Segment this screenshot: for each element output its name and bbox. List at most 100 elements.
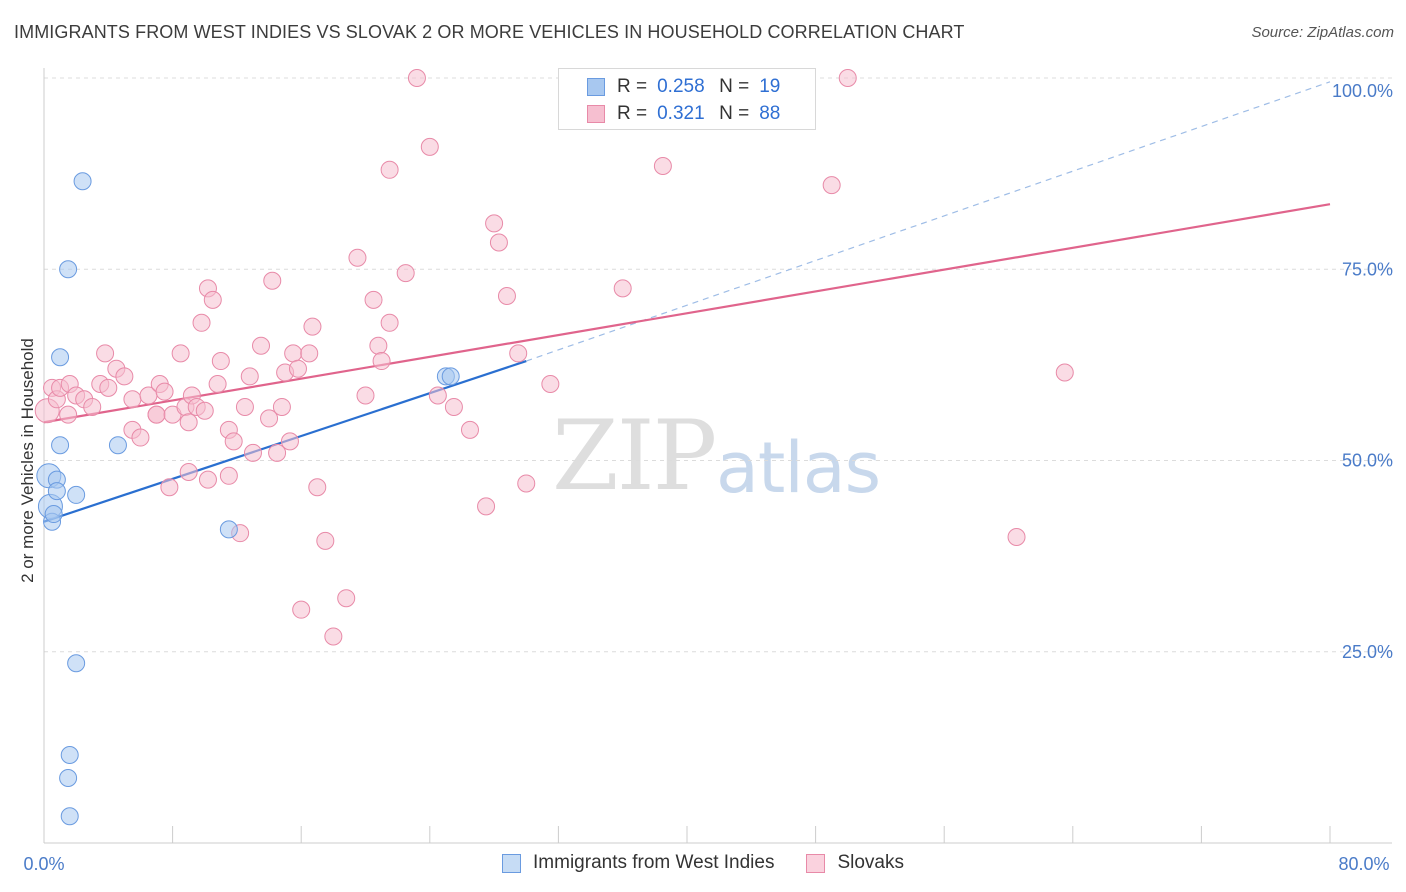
point-west-indies <box>441 367 460 386</box>
point-slovaks <box>171 344 190 363</box>
point-slovaks <box>224 432 243 451</box>
point-west-indies <box>67 485 86 504</box>
point-west-indies <box>51 348 70 367</box>
point-slovaks <box>1055 363 1074 382</box>
y-tick-label: 100.0% <box>1332 81 1393 101</box>
point-slovaks <box>517 474 536 493</box>
point-slovaks <box>96 344 115 363</box>
point-west-indies <box>73 172 92 191</box>
point-slovaks <box>497 287 516 306</box>
point-slovaks <box>407 69 426 87</box>
series-legend-label: Immigrants from West Indies <box>533 852 775 873</box>
point-slovaks <box>83 397 102 416</box>
point-slovaks <box>219 466 238 485</box>
legend-n-value: 19 <box>759 76 781 97</box>
series-legend-west-indies[interactable]: Immigrants from West Indies <box>502 852 774 874</box>
legend-r-value: 0.258 <box>657 76 705 97</box>
point-slovaks <box>356 386 375 405</box>
legend-n-value: 88 <box>759 103 781 124</box>
legend-swatch-west-indies <box>587 78 605 96</box>
point-slovaks <box>364 290 383 309</box>
point-slovaks <box>284 344 303 363</box>
watermark-zip: ZIP <box>552 400 717 512</box>
point-slovaks <box>195 401 214 420</box>
point-west-indies <box>67 654 86 673</box>
point-slovaks <box>160 478 179 497</box>
series-legend-label: Slovaks <box>837 852 904 873</box>
point-west-indies <box>219 520 238 539</box>
x-tick-label: 0.0% <box>23 854 64 874</box>
point-slovaks <box>280 432 299 451</box>
point-slovaks <box>59 405 78 424</box>
point-slovaks <box>115 367 134 386</box>
point-slovaks <box>260 409 279 428</box>
point-slovaks <box>198 470 217 489</box>
point-slovaks <box>444 397 463 416</box>
point-slovaks <box>324 627 343 646</box>
watermark-atlas: atlas <box>716 427 881 509</box>
point-slovaks <box>268 443 287 462</box>
point-slovaks <box>485 214 504 233</box>
data-points <box>34 69 1074 826</box>
series-legend-slovaks[interactable]: Slovaks <box>806 852 904 874</box>
point-slovaks <box>653 156 672 175</box>
point-slovaks <box>147 405 166 424</box>
trend-extension-dashed <box>526 81 1331 362</box>
chart-title: IMMIGRANTS FROM WEST INDIES VS SLOVAK 2 … <box>14 22 965 42</box>
point-slovaks <box>337 589 356 608</box>
x-tick-label: 80.0% <box>1338 854 1389 874</box>
point-slovaks <box>292 600 311 619</box>
point-slovaks <box>380 313 399 332</box>
correlation-legend: R = 0.258 N = 19 R = 0.321 N = 88 <box>558 68 816 130</box>
point-slovaks <box>460 420 479 439</box>
point-west-indies <box>44 505 63 524</box>
point-slovaks <box>300 344 319 363</box>
legend-swatch-slovaks <box>587 105 605 123</box>
point-slovaks <box>235 397 254 416</box>
trend-lines <box>43 81 1331 523</box>
series-legend: Immigrants from West Indies Slovaks <box>0 852 1406 874</box>
point-slovaks <box>288 359 307 378</box>
point-slovaks <box>428 386 447 405</box>
point-west-indies <box>60 746 79 765</box>
point-west-indies <box>59 768 78 787</box>
point-slovaks <box>211 352 230 371</box>
point-slovaks <box>123 390 142 409</box>
y-tick-label: 75.0% <box>1342 259 1393 279</box>
point-slovaks <box>272 397 291 416</box>
series-swatch-slovaks <box>806 853 826 873</box>
source-label: Source: ZipAtlas.com <box>1251 24 1394 41</box>
y-tick-label: 25.0% <box>1342 642 1393 662</box>
legend-n-label: N = <box>719 76 750 97</box>
point-slovaks <box>192 313 211 332</box>
point-slovaks <box>420 137 439 156</box>
point-slovaks <box>509 344 528 363</box>
point-slovaks <box>348 248 367 267</box>
point-slovaks <box>203 290 222 309</box>
point-slovaks <box>179 413 198 432</box>
point-slovaks <box>252 336 271 355</box>
point-west-indies <box>108 436 127 455</box>
legend-r-value: 0.321 <box>657 103 705 124</box>
grid-lines <box>44 77 1392 653</box>
point-slovaks <box>838 69 857 87</box>
legend-r-label: R = <box>617 76 648 97</box>
point-slovaks <box>822 176 841 195</box>
point-slovaks <box>369 336 388 355</box>
point-slovaks <box>243 443 262 462</box>
point-slovaks <box>372 352 391 371</box>
point-west-indies <box>60 807 79 826</box>
point-slovaks <box>613 279 632 298</box>
series-swatch-west-indies <box>502 853 522 873</box>
legend-r-label: R = <box>617 103 648 124</box>
legend-row-west-indies: R = 0.258 N = 19 <box>587 76 780 98</box>
point-slovaks <box>99 378 118 397</box>
point-slovaks <box>263 271 282 290</box>
point-slovaks <box>316 531 335 550</box>
point-slovaks <box>155 382 174 401</box>
point-slovaks <box>308 478 327 497</box>
point-slovaks <box>208 375 227 393</box>
point-slovaks <box>396 264 415 283</box>
point-slovaks <box>541 375 560 393</box>
